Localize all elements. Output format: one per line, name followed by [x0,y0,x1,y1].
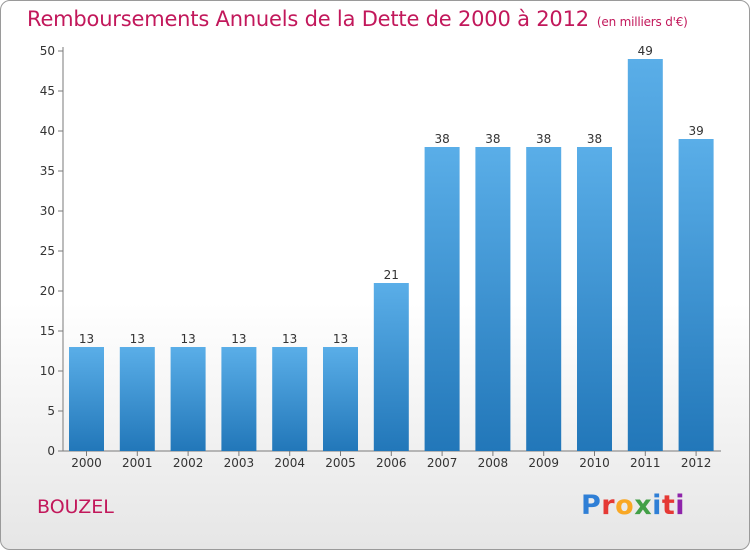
bar [577,147,612,451]
y-tick-label: 35 [40,164,55,178]
axes: 0 5 10 15 20 25 30 35 40 45 50 [40,44,721,458]
data-label: 38 [434,132,449,146]
x-tick-label: 2004 [274,456,305,470]
logo-letter: i [675,490,686,521]
data-label: 13 [79,332,94,346]
data-label: 39 [688,124,703,138]
logo-letter: x [634,490,653,521]
y-tick-label: 40 [40,124,55,138]
bar [170,347,206,451]
logo-letter: i [652,490,662,521]
data-label: 21 [384,268,399,282]
data-label: 13 [130,332,145,346]
logo-letter: r [601,490,616,521]
x-tick-label: 2007 [427,456,458,470]
labels: 2000 13 2001 13 2002 13 2003 13 2004 13 2005 13 2006… [71,44,711,470]
bar [627,59,663,451]
bar [373,283,409,451]
chart-subtitle: (en milliers d'€) [596,15,688,29]
y-tick-label: 25 [40,244,55,258]
bar [678,139,714,451]
data-label: 38 [485,132,500,146]
chart-title-text: Remboursements Annuels de la Dette de 20… [27,7,589,31]
data-label: 13 [282,332,297,346]
bars [69,59,714,451]
x-tick-label: 2002 [173,456,204,470]
logo-letter: o [615,490,635,521]
proxiti-logo: Proxiti [581,490,685,521]
x-tick-label: 2000 [71,456,102,470]
x-tick-label: 2010 [579,456,610,470]
data-label: 38 [587,132,602,146]
y-tick-label: 45 [40,84,55,98]
x-tick-label: 2011 [630,456,661,470]
data-label: 13 [333,332,348,346]
bar [475,147,511,451]
bar [272,347,308,451]
x-tick-label: 2003 [224,456,255,470]
data-label: 13 [231,332,246,346]
logo-letter: P [581,490,602,521]
y-tick-label: 15 [40,324,55,338]
bar [69,347,104,451]
y-tick-label: 30 [40,204,55,218]
y-tick-label: 10 [40,364,55,378]
y-tick-label: 5 [47,404,55,418]
bar [424,147,460,451]
logo-letter: t [661,490,676,521]
bar [323,347,358,451]
bar [221,347,257,451]
bar [526,147,562,451]
x-tick-label: 2006 [376,456,407,470]
x-tick-label: 2001 [122,456,153,470]
data-label: 49 [638,44,653,58]
y-tick-label: 0 [47,444,55,458]
data-label: 38 [536,132,551,146]
y-tick-label: 50 [40,44,55,58]
y-tick-label: 20 [40,284,55,298]
chart-title: Remboursements Annuels de la Dette de 20… [27,7,688,31]
x-tick-label: 2008 [478,456,509,470]
x-tick-label: 2005 [325,456,356,470]
commune-name: BOUZEL [37,496,114,518]
bar [119,347,155,451]
x-tick-label: 2009 [528,456,559,470]
data-label: 13 [180,332,195,346]
x-tick-label: 2012 [681,456,712,470]
